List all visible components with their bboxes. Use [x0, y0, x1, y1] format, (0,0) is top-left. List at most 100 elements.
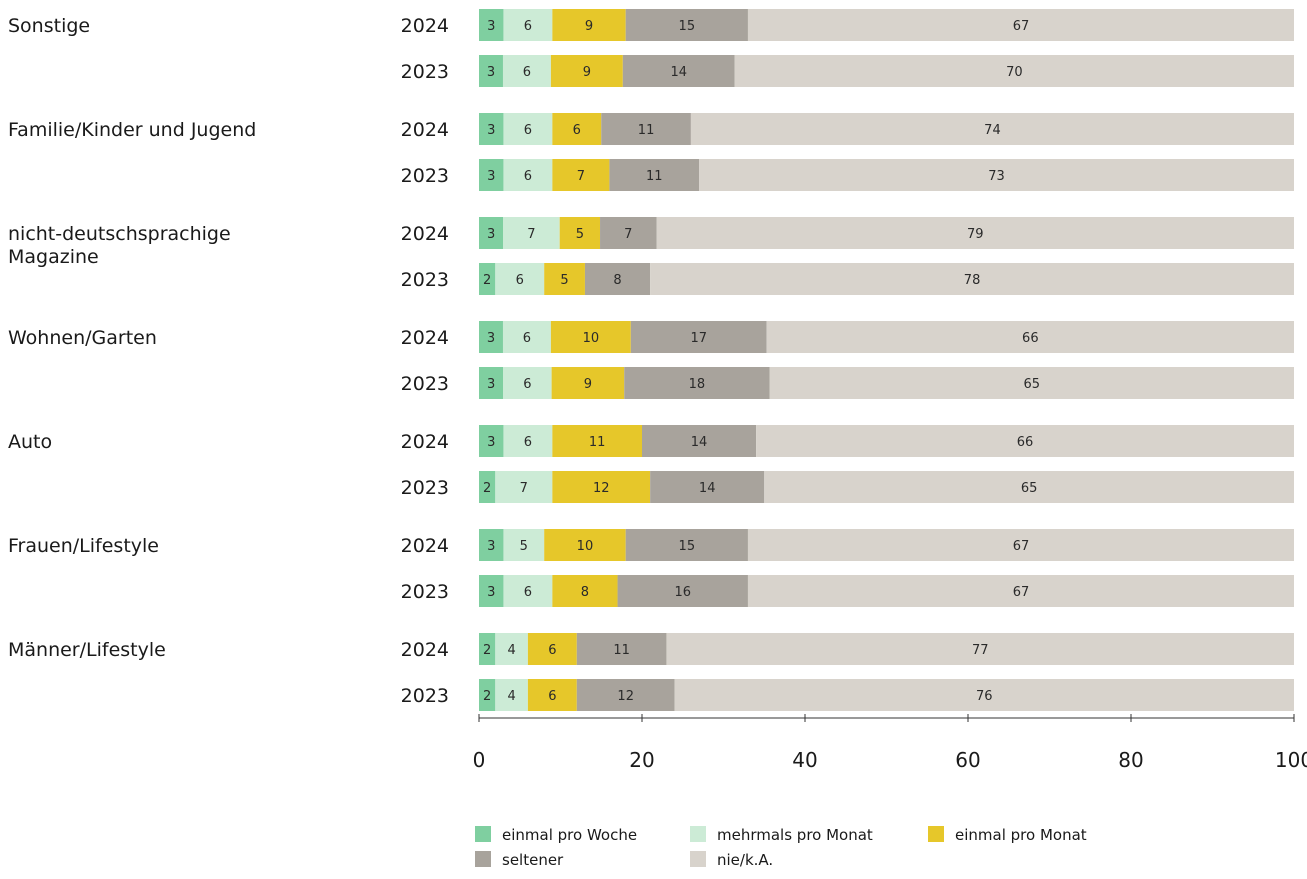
data-label: 7 — [577, 169, 585, 184]
bar-segment — [552, 425, 642, 457]
category-label-line: Familie/Kinder und Jugend — [8, 119, 256, 141]
data-label: 6 — [524, 435, 532, 450]
data-label: 6 — [573, 123, 581, 138]
data-label: 8 — [613, 273, 621, 288]
data-label: 6 — [523, 65, 531, 80]
data-label: 77 — [972, 643, 989, 658]
bar-segment — [600, 217, 657, 249]
legend-label: seltener — [502, 851, 564, 869]
data-label: 4 — [507, 643, 515, 658]
data-label: 14 — [699, 481, 716, 496]
data-label: 3 — [487, 169, 495, 184]
bar-segment — [479, 575, 504, 607]
category-label: Auto — [8, 431, 52, 453]
bar-segment — [617, 575, 748, 607]
bar-segment — [479, 263, 496, 295]
year-label: 2023 — [401, 165, 449, 187]
data-label: 7 — [527, 227, 535, 242]
data-label: 3 — [487, 123, 495, 138]
bar-segment — [622, 55, 735, 87]
x-tick-label: 20 — [629, 748, 654, 772]
data-label: 12 — [617, 689, 634, 704]
data-label: 9 — [584, 377, 592, 392]
data-label: 6 — [548, 689, 556, 704]
category-label: nicht-deutschsprachige Magazine — [8, 223, 231, 268]
data-label: 10 — [577, 539, 594, 554]
year-label: 2023 — [401, 477, 449, 499]
legend-swatch — [690, 826, 706, 842]
data-label: 2 — [483, 689, 491, 704]
data-label: 67 — [1013, 585, 1030, 600]
bar-segment — [495, 633, 528, 665]
data-label: 17 — [690, 331, 707, 346]
bar-segment — [747, 529, 1294, 561]
data-label: 66 — [1017, 435, 1034, 450]
bar-segment — [552, 113, 602, 145]
year-label: 2023 — [401, 581, 449, 603]
bar-segment — [503, 425, 553, 457]
legend-swatch — [928, 826, 944, 842]
data-label: 9 — [583, 65, 591, 80]
bar-segment — [625, 9, 748, 41]
bar-segment — [544, 529, 626, 561]
bar-segment — [503, 9, 553, 41]
bar-segment — [630, 321, 767, 353]
bar-segment — [479, 679, 496, 711]
bar-segment — [747, 9, 1294, 41]
bar-segment — [503, 159, 553, 191]
bar-segment — [503, 113, 553, 145]
bars-layer — [479, 9, 1294, 711]
bar-segment — [550, 55, 623, 87]
legend-swatch — [475, 826, 491, 842]
data-label: 7 — [520, 481, 528, 496]
bar-segment — [690, 113, 1294, 145]
bar-segment — [479, 321, 503, 353]
bar-segment — [502, 321, 551, 353]
data-label: 73 — [988, 169, 1005, 184]
legend: einmal pro Woche mehrmals pro Monat einmal… — [475, 826, 1087, 869]
bar-segment — [699, 159, 1294, 191]
bar-segment — [734, 55, 1294, 87]
bar-segment — [552, 575, 618, 607]
bar-segment — [552, 9, 626, 41]
bar-segment — [479, 217, 504, 249]
x-tick-label: 60 — [955, 748, 980, 772]
bar-segment — [766, 321, 1294, 353]
bar-segment — [625, 529, 748, 561]
data-label: 3 — [487, 539, 495, 554]
data-label: 2 — [483, 481, 491, 496]
data-label: 6 — [524, 123, 532, 138]
category-label: Wohnen/Garten — [8, 327, 157, 349]
legend-label: einmal pro Woche — [502, 826, 637, 844]
bar-segment — [769, 367, 1294, 399]
data-label: 5 — [576, 227, 584, 242]
bar-segment — [479, 633, 496, 665]
category-label-line: Männer/Lifestyle — [8, 639, 166, 661]
bar-segment — [503, 575, 553, 607]
bar-segment — [650, 263, 1294, 295]
bar-segment — [479, 367, 504, 399]
data-label: 14 — [691, 435, 708, 450]
category-label-line: Magazine — [8, 246, 99, 268]
category-label: Familie/Kinder und Jugend — [8, 119, 256, 141]
bar-segment — [527, 633, 577, 665]
year-label: 2024 — [401, 639, 449, 661]
legend-label: einmal pro Monat — [955, 826, 1087, 844]
data-label: 76 — [976, 689, 993, 704]
data-label: 7 — [624, 227, 632, 242]
year-label: 2024 — [401, 535, 449, 557]
category-label: Männer/Lifestyle — [8, 639, 166, 661]
bar-segment — [650, 471, 765, 503]
data-label: 65 — [1023, 377, 1040, 392]
bar-segment — [479, 55, 503, 87]
bar-segment — [656, 217, 1294, 249]
bar-segment — [479, 425, 504, 457]
bar-segment — [502, 55, 551, 87]
x-tick-label: 40 — [792, 748, 817, 772]
data-label: 6 — [523, 377, 531, 392]
bar-segment — [479, 113, 504, 145]
data-label: 78 — [964, 273, 981, 288]
data-label: 6 — [524, 169, 532, 184]
data-label: 3 — [487, 227, 495, 242]
data-label: 4 — [507, 689, 515, 704]
